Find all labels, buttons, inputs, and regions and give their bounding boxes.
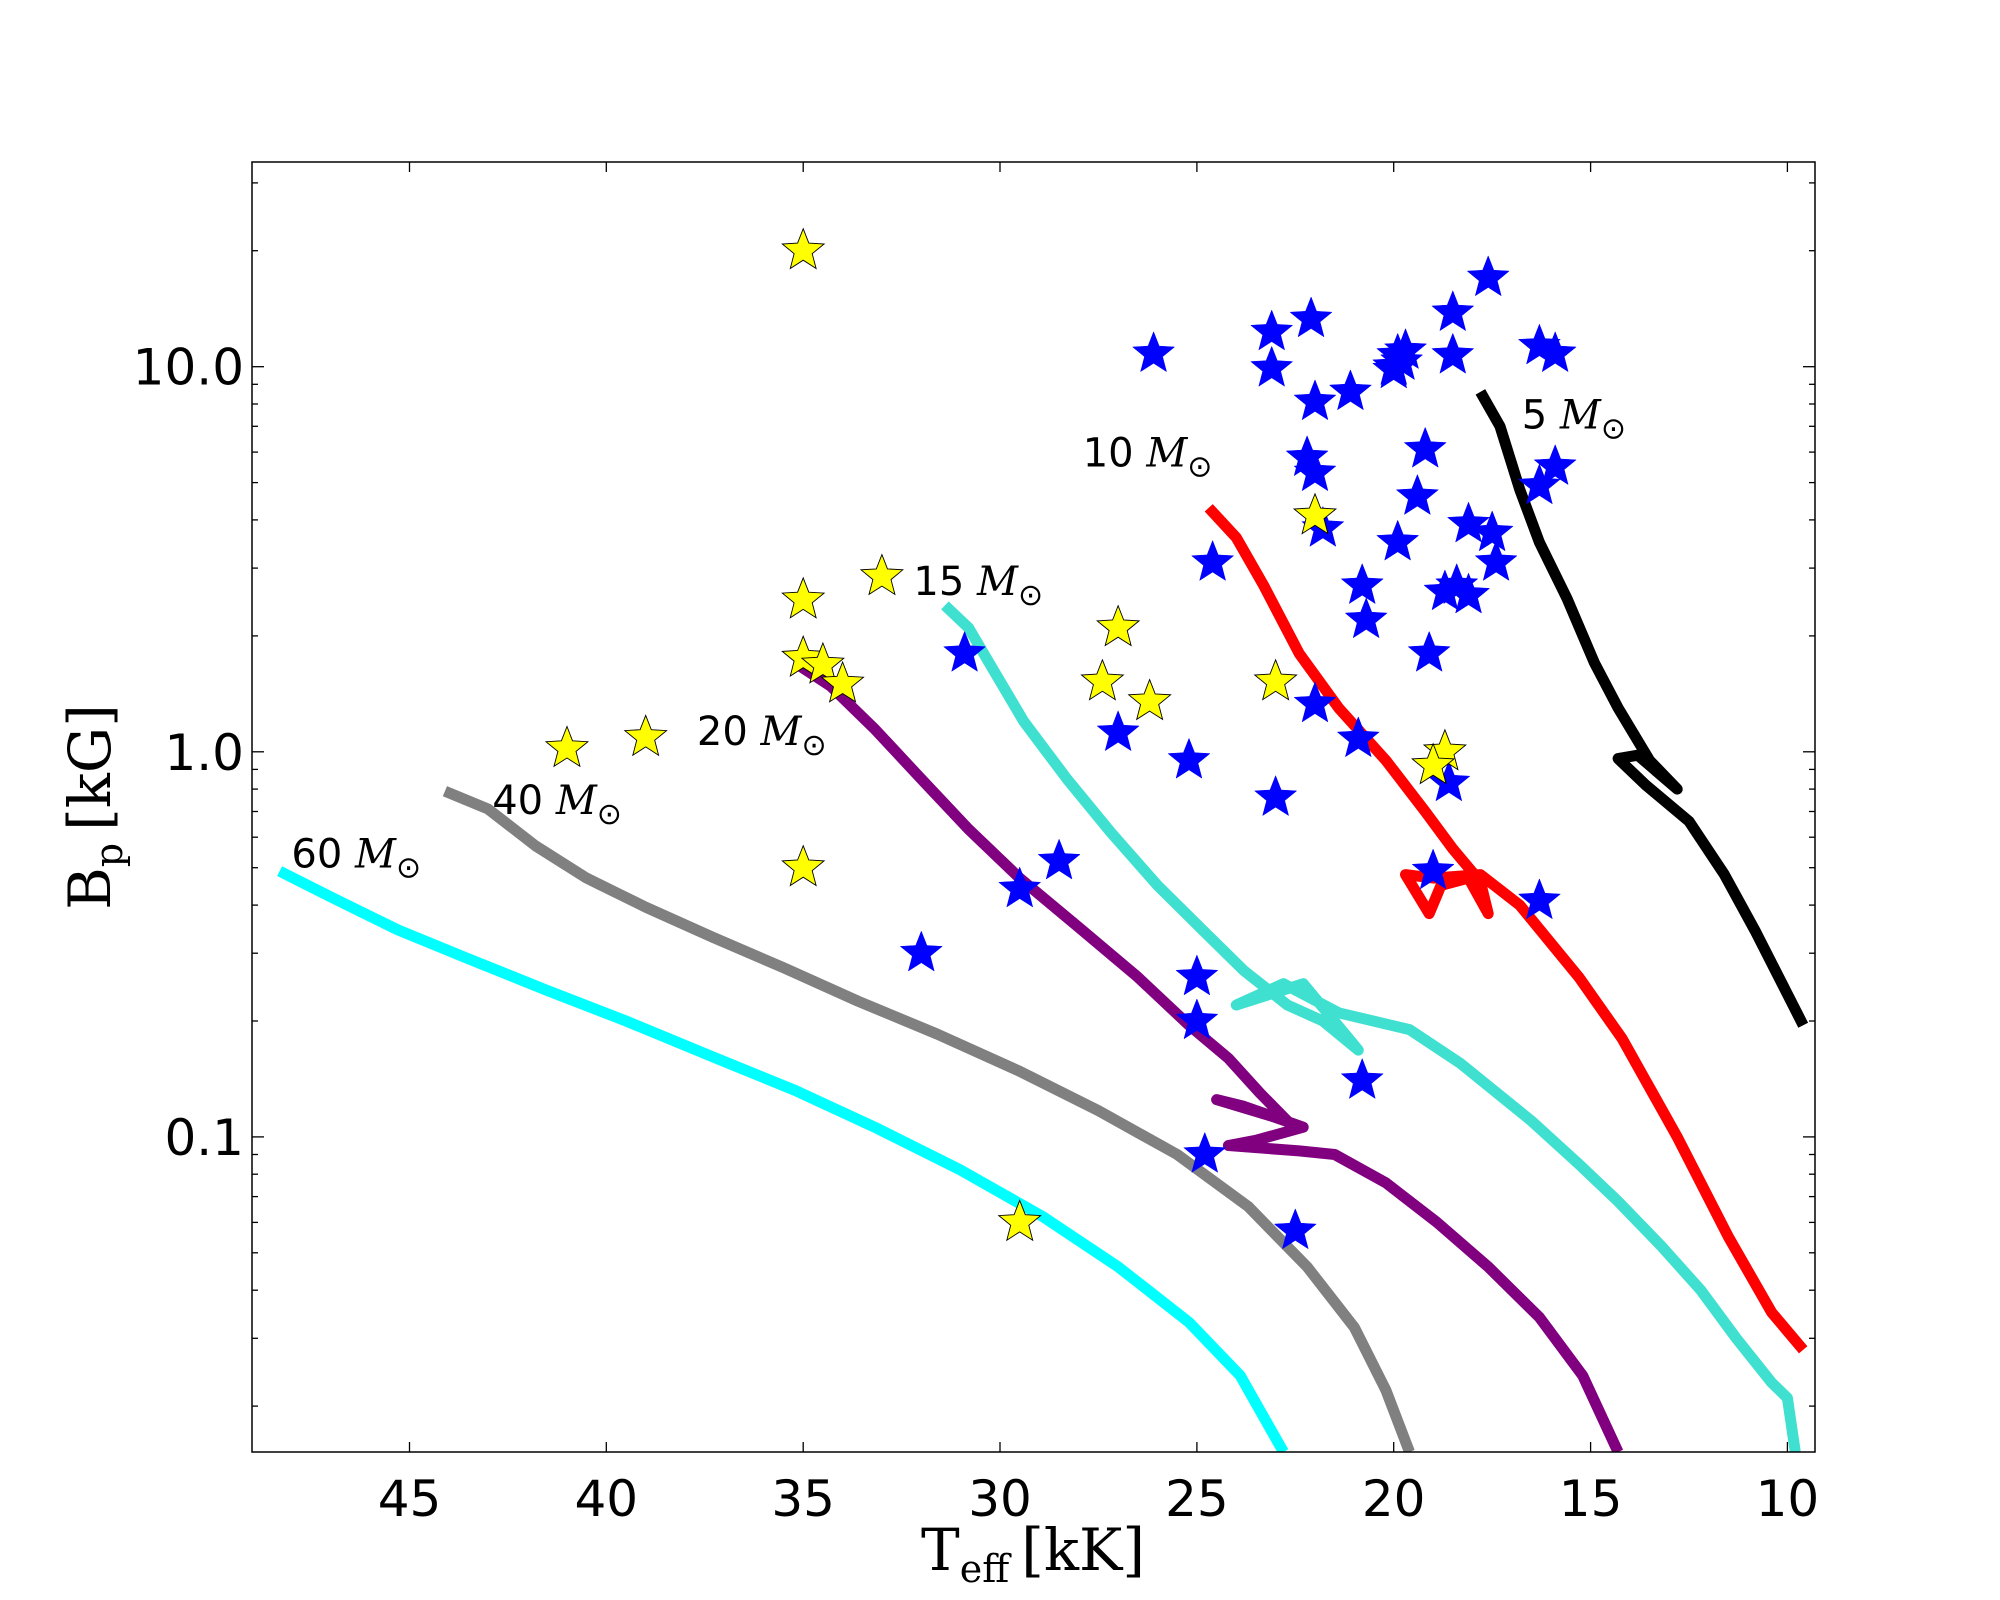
yellow-star-1 xyxy=(859,553,904,596)
yellow-star-2 xyxy=(781,576,826,619)
blue-star-28 xyxy=(1474,539,1518,581)
yellow-star-5 xyxy=(820,660,865,703)
blue-star-17 xyxy=(1466,255,1510,297)
blue-star-2 xyxy=(1250,345,1294,387)
track-20-msun xyxy=(792,658,1624,1452)
x-tick-label: 25 xyxy=(1165,1470,1229,1528)
blue-star-7 xyxy=(1328,369,1373,411)
track-40-msun xyxy=(442,786,1415,1452)
blue-star-15 xyxy=(1431,290,1475,332)
blue-star-25 xyxy=(1376,519,1420,561)
y-tick-label: 0.1 xyxy=(164,1109,244,1167)
yellow-star-8 xyxy=(1127,678,1172,721)
blue-star-20 xyxy=(1533,444,1577,486)
blue-star-44 xyxy=(998,866,1042,908)
star-markers xyxy=(544,227,1577,1250)
yellow-star-7 xyxy=(1080,658,1125,701)
blue-star-40 xyxy=(1096,710,1140,752)
blue-star-21 xyxy=(1517,463,1561,505)
track-5-msun xyxy=(1475,389,1809,1028)
yellow-star-4 xyxy=(800,641,845,684)
blue-star-45 xyxy=(899,930,943,972)
yellow-star-12 xyxy=(1411,742,1456,785)
blue-star-0 xyxy=(1132,331,1176,373)
y-axis-label: Bp[kG] xyxy=(56,704,131,910)
blue-star-31 xyxy=(1446,572,1491,614)
track-labels: 5 M⊙ 10 M⊙ 15 M⊙ 20 M⊙ 40 M⊙ 60 M⊙ xyxy=(291,393,1626,886)
blue-star-50 xyxy=(1273,1208,1317,1250)
blue-star-1 xyxy=(1250,309,1294,351)
track-label-20: 20 M⊙ xyxy=(697,709,827,763)
blue-star-6 xyxy=(1293,450,1337,492)
blue-star-48 xyxy=(1340,1057,1384,1099)
yellow-star-0 xyxy=(781,227,826,270)
blue-star-38 xyxy=(1517,878,1561,920)
track-label-5: 5 M⊙ xyxy=(1522,393,1626,447)
blue-star-4 xyxy=(1293,379,1337,421)
blue-star-30 xyxy=(1423,569,1467,611)
blue-star-19 xyxy=(1533,331,1577,373)
yellow-star-13 xyxy=(544,725,590,768)
blue-star-16 xyxy=(1431,332,1475,374)
blue-star-32 xyxy=(1407,630,1451,672)
track-label-10: 10 M⊙ xyxy=(1083,431,1213,485)
yellow-star-16 xyxy=(997,1199,1042,1242)
yellow-star-15 xyxy=(781,844,826,887)
x-tick-label: 20 xyxy=(1362,1470,1426,1528)
blue-star-23 xyxy=(1340,563,1384,605)
x-axis-label: Teff [kK] xyxy=(921,1516,1145,1591)
y-tick-label: 10.0 xyxy=(133,339,244,397)
x-tick-label: 35 xyxy=(771,1470,835,1528)
x-tick-label: 15 xyxy=(1559,1470,1623,1528)
blue-star-3 xyxy=(1289,296,1333,338)
blue-star-27 xyxy=(1470,510,1514,552)
yellow-star-6 xyxy=(1096,604,1141,647)
yellow-star-9 xyxy=(1253,658,1298,701)
blue-star-34 xyxy=(1293,681,1337,723)
blue-star-14 xyxy=(1395,473,1439,515)
blue-star-46 xyxy=(1175,954,1219,996)
blue-star-47 xyxy=(1175,998,1219,1040)
track-label-15: 15 M⊙ xyxy=(913,559,1043,613)
y-tick-label: 1.0 xyxy=(164,724,244,782)
x-tick-label: 40 xyxy=(574,1470,638,1528)
blue-star-33 xyxy=(1191,539,1235,581)
blue-star-12 xyxy=(1383,328,1428,370)
yellow-star-10 xyxy=(1292,492,1338,535)
track-label-40: 40 M⊙ xyxy=(492,778,622,832)
plot-frame xyxy=(251,161,1816,1453)
blue-star-39 xyxy=(943,630,987,672)
blue-star-41 xyxy=(1167,737,1211,779)
yellow-star-14 xyxy=(623,714,668,757)
blue-star-36 xyxy=(1427,760,1471,802)
track-label-60: 60 M⊙ xyxy=(291,832,421,886)
blue-star-24 xyxy=(1344,597,1388,639)
evolutionary-tracks xyxy=(277,389,1809,1452)
track-60-msun xyxy=(277,866,1289,1452)
blue-star-26 xyxy=(1446,501,1491,543)
x-tick-label: 45 xyxy=(378,1470,442,1528)
yellow-star-3 xyxy=(781,634,826,678)
track-15-msun xyxy=(941,601,1801,1452)
x-tick-label: 10 xyxy=(1756,1470,1820,1528)
blue-star-42 xyxy=(1254,775,1298,817)
blue-star-35 xyxy=(1336,716,1380,758)
blue-star-13 xyxy=(1403,426,1447,468)
axis-ticks: 45 40 35 30 25 20 15 10 0.1 1.0 10.0 xyxy=(133,162,1820,1528)
blue-star-49 xyxy=(1183,1131,1227,1173)
blue-star-43 xyxy=(1037,838,1081,880)
x-tick-label: 30 xyxy=(968,1470,1032,1528)
blue-star-37 xyxy=(1411,848,1455,890)
